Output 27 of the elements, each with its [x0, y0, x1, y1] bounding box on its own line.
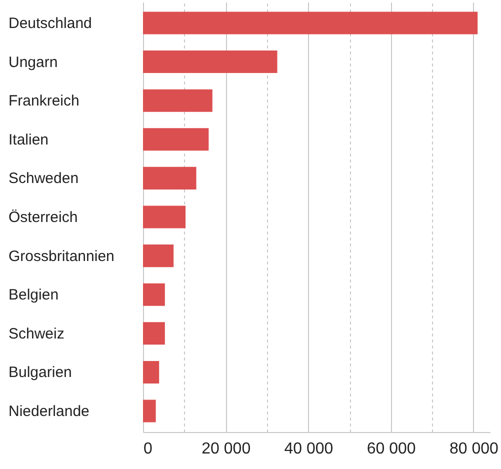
y-tick-label: Bulgarien — [8, 364, 72, 382]
y-tick-label: Niederlande — [8, 403, 90, 420]
bar — [143, 89, 212, 112]
y-tick-label: Belgien — [8, 286, 59, 304]
x-tick-label: 0 — [144, 440, 152, 458]
x-tick-label: 80 000 — [450, 440, 499, 458]
y-tick-label: Schweiz — [8, 325, 64, 342]
bar — [143, 244, 174, 268]
y-tick-label: Italien — [8, 131, 49, 148]
bar — [143, 206, 186, 228]
x-tick-label: 40 000 — [284, 440, 334, 458]
bar — [143, 400, 156, 422]
bar — [143, 12, 478, 34]
y-tick-label: Österreich — [8, 209, 78, 226]
x-tick-label: 60 000 — [366, 440, 416, 458]
bar — [143, 322, 165, 345]
y-tick-label: Frankreich — [8, 92, 80, 110]
bar — [143, 128, 209, 151]
bar — [143, 50, 278, 74]
y-tick-label: Deutschland — [8, 14, 92, 32]
bar — [143, 360, 160, 384]
bar — [143, 166, 196, 190]
x-tick-label: 20 000 — [202, 440, 251, 458]
y-tick-label: Schweden — [8, 170, 79, 188]
y-tick-label: Ungarn — [8, 54, 58, 71]
bar — [143, 283, 165, 306]
y-tick-label: Grossbritannien — [8, 248, 114, 265]
